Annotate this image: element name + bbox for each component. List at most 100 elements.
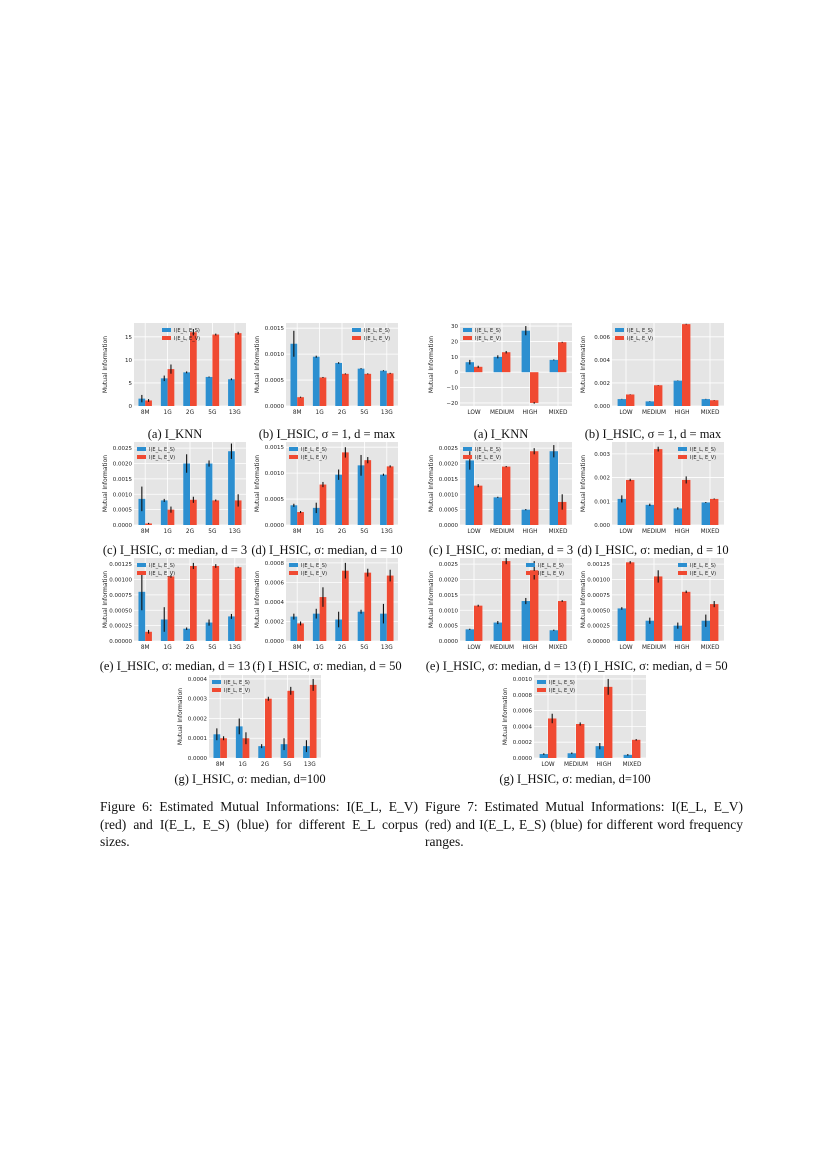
legend-swatch — [678, 455, 687, 459]
y-tick-label: 0.00025 — [109, 624, 132, 630]
bar — [160, 378, 168, 406]
bar — [138, 498, 146, 525]
bar — [558, 501, 567, 525]
bar — [623, 754, 632, 758]
bar — [242, 738, 250, 758]
y-tick-label: 0.00000 — [587, 639, 610, 645]
bar — [280, 744, 288, 758]
legend-swatch — [678, 563, 687, 567]
bar — [335, 362, 342, 406]
y-tick-label: 0.0005 — [113, 508, 133, 514]
bar — [673, 625, 682, 641]
bar — [312, 507, 320, 525]
bar — [234, 500, 242, 525]
bar — [228, 451, 235, 525]
bar — [604, 686, 613, 758]
y-tick-label: 0.00125 — [109, 562, 132, 568]
subcaption-fig6-g: (g) I_HSIC, σ: median, d=100 — [140, 772, 360, 787]
y-tick-label: 0.0015 — [113, 477, 133, 483]
y-tick-label: 5 — [129, 381, 133, 387]
y-tick-label: 0.0004 — [265, 600, 285, 606]
y-tick-label: 0.0025 — [113, 446, 133, 452]
bar — [265, 698, 272, 758]
legend-label: I(E_L, E_V) — [301, 571, 327, 577]
bar — [234, 567, 242, 641]
y-tick-label: 0.00075 — [109, 593, 132, 599]
bar — [617, 399, 626, 406]
figure-7-caption-text: Figure 7: Estimated Mutual Informations:… — [425, 799, 743, 849]
y-tick-label: 0.0006 — [265, 580, 285, 586]
subcaption-text: (e) I_HSIC, σ: median, d = 13 — [99, 659, 251, 673]
bar — [380, 613, 387, 641]
bar — [474, 366, 483, 373]
bar — [530, 451, 539, 525]
x-tick-label: LOW — [467, 410, 481, 416]
y-tick-label: 0.0000 — [113, 523, 133, 529]
bar — [287, 690, 295, 758]
bar — [205, 376, 213, 406]
y-tick-label: 0.0015 — [265, 326, 285, 332]
legend-swatch — [289, 563, 298, 567]
y-axis-label: Mutual Information — [102, 336, 109, 393]
chart-fig6-g: 0.0000 0.0001 0.0002 0.0003 0.0004 8M 1G 2G 5G 13… — [177, 675, 321, 768]
x-tick-label: 8M — [216, 762, 225, 768]
legend-swatch — [289, 455, 298, 459]
y-tick-label: 0.0005 — [265, 378, 285, 384]
bar — [297, 397, 304, 406]
y-axis-label: Mutual Information — [102, 455, 109, 512]
subcaption-fig7-c: (c) I_HSIC, σ: median, d = 3 — [391, 543, 611, 558]
subcaption-fig6-e: (e) I_HSIC, σ: median, d = 13 — [65, 659, 285, 674]
y-tick-label: 0.0010 — [265, 352, 285, 358]
bar — [212, 565, 220, 641]
y-tick-label: 0.0010 — [265, 471, 285, 477]
legend-label: I(E_L, E_S) — [475, 328, 501, 334]
chart-fig6-f: 0.0000 0.0002 0.0004 0.0006 0.0008 8M 1G 2G 5G 13… — [254, 558, 398, 651]
x-tick-label: 5G — [283, 762, 292, 768]
x-tick-label: 8M — [293, 645, 302, 651]
legend-swatch — [212, 688, 221, 692]
bar — [617, 608, 626, 641]
bar — [235, 726, 243, 758]
y-tick-label: 0.00025 — [587, 624, 610, 630]
legend-swatch — [463, 328, 472, 332]
y-tick-label: 10 — [125, 358, 132, 364]
y-tick-label: 0.0000 — [265, 404, 285, 410]
bar — [465, 629, 474, 641]
y-tick-label: 0.0002 — [513, 740, 532, 746]
y-tick-label: −10 — [446, 386, 458, 392]
chart-fig6-c: 0.0000 0.0005 0.0010 0.0015 0.0020 0.0025 8M 1G… — [102, 442, 246, 535]
x-tick-label: HIGH — [675, 410, 690, 416]
x-tick-label: 1G — [164, 529, 173, 535]
legend-label: I(E_L, E_V) — [174, 336, 200, 342]
subcaption-text: (g) I_HSIC, σ: median, d=100 — [499, 772, 651, 786]
bar — [595, 746, 604, 758]
y-tick-label: 0 — [455, 370, 459, 376]
bar — [645, 620, 654, 641]
legend-swatch — [137, 563, 146, 567]
x-tick-label: 1G — [316, 529, 325, 535]
y-tick-label: 0.0001 — [188, 736, 207, 742]
x-tick-label: 1G — [164, 410, 173, 416]
legend-swatch — [137, 571, 146, 575]
bar — [710, 498, 719, 525]
bar — [190, 565, 197, 641]
subcaption-fig6-d: (d) I_HSIC, σ: median, d = 10 — [217, 543, 437, 558]
x-tick-label: 2G — [186, 529, 195, 535]
x-tick-label: 2G — [261, 762, 270, 768]
legend-swatch — [162, 328, 171, 332]
legend-swatch — [526, 571, 535, 575]
legend-label: I(E_L, E_S) — [224, 680, 250, 686]
y-tick-label: 0.0015 — [265, 445, 285, 451]
legend-swatch — [526, 563, 535, 567]
x-tick-label: MIXED — [549, 529, 568, 535]
x-tick-label: MIXED — [623, 762, 642, 768]
bar — [645, 401, 654, 406]
y-axis-label: Mutual Information — [254, 455, 261, 512]
subcaption-text: (b) I_HSIC, σ = 1, d = max — [258, 427, 396, 441]
bar — [673, 380, 682, 406]
bar — [673, 508, 682, 525]
subcaption-fig6-b: (b) I_HSIC, σ = 1, d = max — [217, 427, 437, 442]
figure-6-caption: Figure 6: Estimated Mutual Informations:… — [100, 798, 418, 851]
bar — [710, 400, 719, 406]
legend-label: I(E_L, E_S) — [690, 563, 716, 569]
